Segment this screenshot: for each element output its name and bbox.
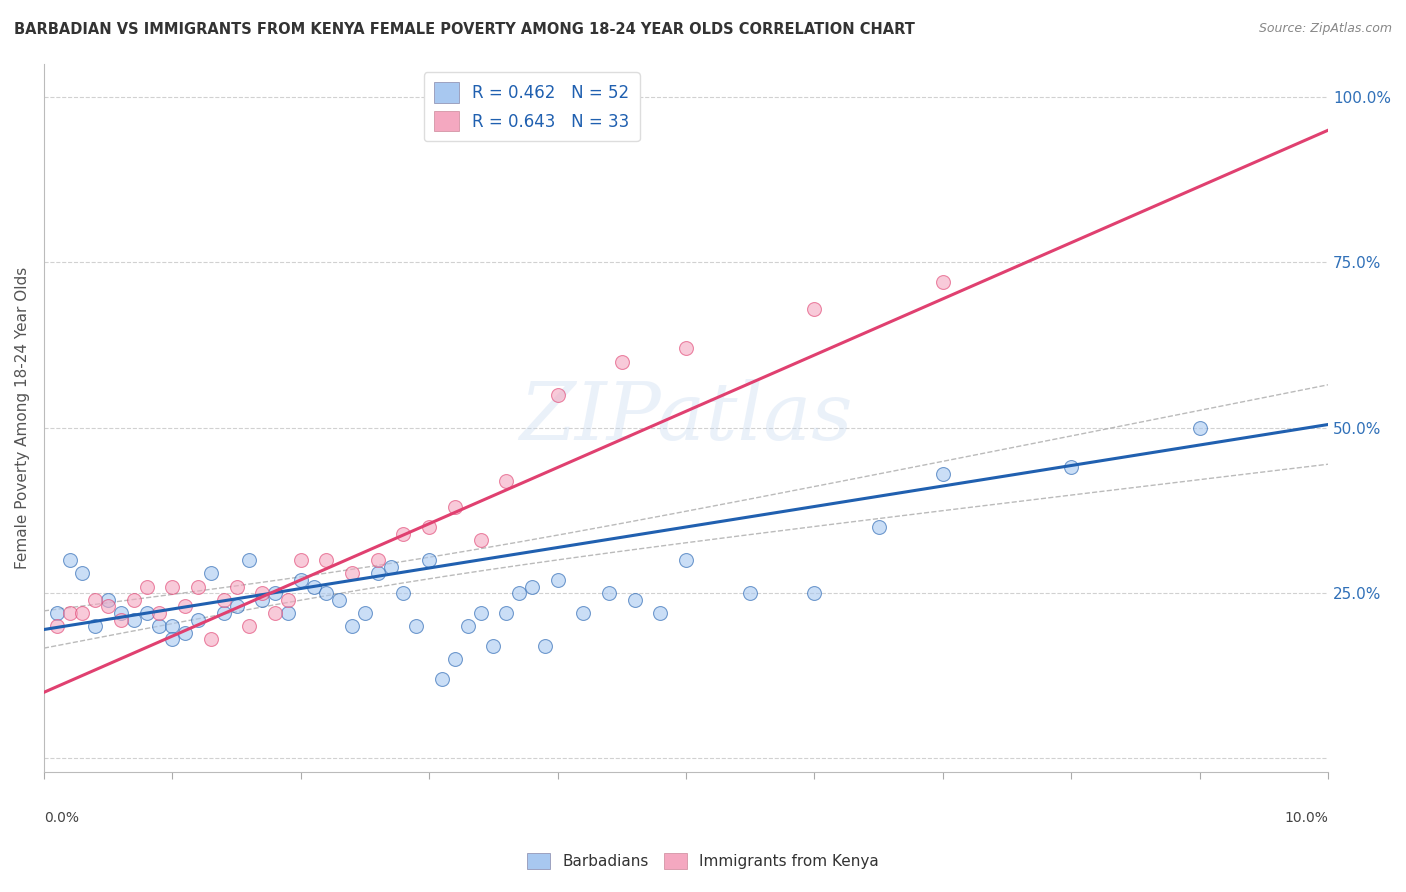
- Point: [135, 580, 157, 594]
- Point: [122, 592, 145, 607]
- Point: [135, 606, 157, 620]
- Point: [470, 533, 492, 548]
- Point: [868, 520, 890, 534]
- Point: [675, 553, 697, 567]
- Point: [547, 388, 569, 402]
- Point: [187, 613, 209, 627]
- Point: [162, 580, 184, 594]
- Point: [277, 592, 299, 607]
- Point: [380, 559, 402, 574]
- Point: [290, 553, 312, 567]
- Point: [340, 566, 363, 581]
- Text: Source: ZipAtlas.com: Source: ZipAtlas.com: [1258, 22, 1392, 36]
- Point: [572, 606, 595, 620]
- Point: [162, 632, 184, 647]
- Point: [97, 592, 120, 607]
- Point: [264, 606, 287, 620]
- Point: [482, 639, 505, 653]
- Text: BARBADIAN VS IMMIGRANTS FROM KENYA FEMALE POVERTY AMONG 18-24 YEAR OLDS CORRELAT: BARBADIAN VS IMMIGRANTS FROM KENYA FEMAL…: [14, 22, 915, 37]
- Point: [430, 672, 453, 686]
- Point: [392, 586, 415, 600]
- Point: [508, 586, 530, 600]
- Point: [367, 553, 389, 567]
- Text: 10.0%: 10.0%: [1284, 811, 1329, 824]
- Point: [264, 586, 287, 600]
- Text: ZIPatlas: ZIPatlas: [519, 379, 853, 457]
- Point: [148, 619, 170, 633]
- Y-axis label: Female Poverty Among 18-24 Year Olds: Female Poverty Among 18-24 Year Olds: [15, 267, 30, 569]
- Point: [650, 606, 672, 620]
- Point: [470, 606, 492, 620]
- Point: [598, 586, 620, 600]
- Point: [110, 606, 132, 620]
- Point: [444, 500, 467, 515]
- Point: [84, 592, 107, 607]
- Point: [328, 592, 350, 607]
- Point: [740, 586, 762, 600]
- Point: [354, 606, 377, 620]
- Point: [675, 342, 697, 356]
- Point: [1188, 421, 1211, 435]
- Point: [315, 553, 337, 567]
- Point: [58, 606, 80, 620]
- Point: [340, 619, 363, 633]
- Point: [803, 586, 825, 600]
- Point: [250, 586, 273, 600]
- Point: [610, 354, 633, 368]
- Point: [162, 619, 184, 633]
- Point: [418, 553, 440, 567]
- Point: [238, 619, 260, 633]
- Point: [225, 580, 247, 594]
- Point: [45, 619, 67, 633]
- Point: [932, 275, 955, 289]
- Point: [212, 592, 235, 607]
- Point: [110, 613, 132, 627]
- Point: [200, 632, 222, 647]
- Point: [45, 606, 67, 620]
- Point: [72, 606, 94, 620]
- Point: [212, 606, 235, 620]
- Point: [72, 566, 94, 581]
- Legend: Barbadians, Immigrants from Kenya: Barbadians, Immigrants from Kenya: [522, 847, 884, 875]
- Point: [367, 566, 389, 581]
- Point: [623, 592, 645, 607]
- Point: [495, 606, 517, 620]
- Point: [520, 580, 543, 594]
- Point: [392, 526, 415, 541]
- Point: [302, 580, 325, 594]
- Legend: R = 0.462   N = 52, R = 0.643   N = 33: R = 0.462 N = 52, R = 0.643 N = 33: [425, 72, 640, 142]
- Point: [97, 599, 120, 614]
- Point: [250, 592, 273, 607]
- Text: 0.0%: 0.0%: [44, 811, 79, 824]
- Point: [495, 474, 517, 488]
- Point: [174, 599, 197, 614]
- Point: [225, 599, 247, 614]
- Point: [277, 606, 299, 620]
- Point: [932, 467, 955, 481]
- Point: [533, 639, 555, 653]
- Point: [58, 553, 80, 567]
- Point: [187, 580, 209, 594]
- Point: [200, 566, 222, 581]
- Point: [238, 553, 260, 567]
- Point: [444, 652, 467, 666]
- Point: [803, 301, 825, 316]
- Point: [174, 625, 197, 640]
- Point: [547, 573, 569, 587]
- Point: [1060, 460, 1083, 475]
- Point: [122, 613, 145, 627]
- Point: [405, 619, 427, 633]
- Point: [457, 619, 479, 633]
- Point: [290, 573, 312, 587]
- Point: [418, 520, 440, 534]
- Point: [148, 606, 170, 620]
- Point: [315, 586, 337, 600]
- Point: [84, 619, 107, 633]
